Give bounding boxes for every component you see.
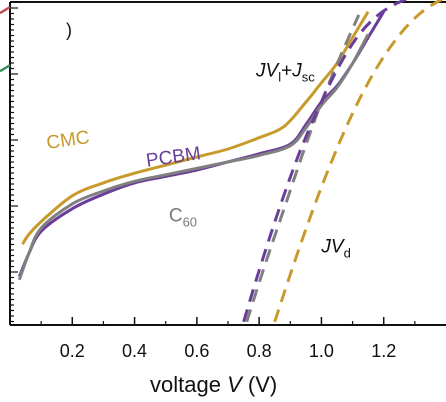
left-edge-color-marks	[0, 6, 11, 73]
series-line-cmc-dark	[273, 0, 444, 323]
x-tick-label: 1.0	[309, 341, 334, 361]
annotation-tail-subscript: sc	[302, 69, 316, 84]
edge-color-mark	[0, 6, 11, 15]
x-tick-label: 0.6	[184, 341, 209, 361]
series-layer	[17, 0, 444, 323]
series-line-cmc-light	[21, 10, 370, 246]
annotation-subscript: 60	[183, 215, 197, 230]
x-tick-label: 1.2	[371, 341, 396, 361]
annotation-text: JV	[255, 60, 281, 81]
annotation-tail: +	[281, 60, 292, 81]
annotation-subscript: d	[344, 245, 351, 260]
annotation-tail-var: J	[291, 60, 302, 81]
x-tick-label: 0.4	[122, 341, 147, 361]
edge-color-mark	[0, 64, 11, 73]
y-axis-ticks	[10, 7, 18, 323]
annotation-text: C	[169, 206, 183, 227]
annotation-c60: C60	[169, 206, 197, 230]
x-axis-title-prefix: voltage	[150, 372, 227, 397]
series-line-c60-dark	[245, 14, 361, 323]
annotation-text: JV	[320, 236, 346, 257]
series-line-c60-light	[17, 33, 370, 281]
x-tick-label: 0.2	[60, 341, 85, 361]
x-axis-tick-labels: 0.2 0.4 0.6 0.8 1.0 1.2	[60, 341, 396, 361]
top-left-fragment: )	[66, 20, 72, 40]
annotation-jvl: JVl+Jsc	[255, 60, 315, 84]
annotation-text: PCBM	[145, 143, 202, 171]
annotation-jvd: JVd	[320, 236, 350, 260]
annotation-subscript: l	[278, 69, 281, 84]
x-tick-label: 0.8	[247, 341, 272, 361]
x-axis-title-variable: V	[227, 372, 244, 397]
annotation-cmc: CMC	[45, 127, 91, 154]
annotation-pcbm: PCBM	[145, 143, 202, 171]
x-axis-title-suffix: (V)	[242, 372, 277, 397]
annotation-text: CMC	[45, 127, 91, 154]
x-axis-title: voltage V (V)	[150, 372, 277, 397]
x-axis-ticks	[40, 317, 416, 325]
series-line-pcbm-dark	[242, 0, 409, 323]
